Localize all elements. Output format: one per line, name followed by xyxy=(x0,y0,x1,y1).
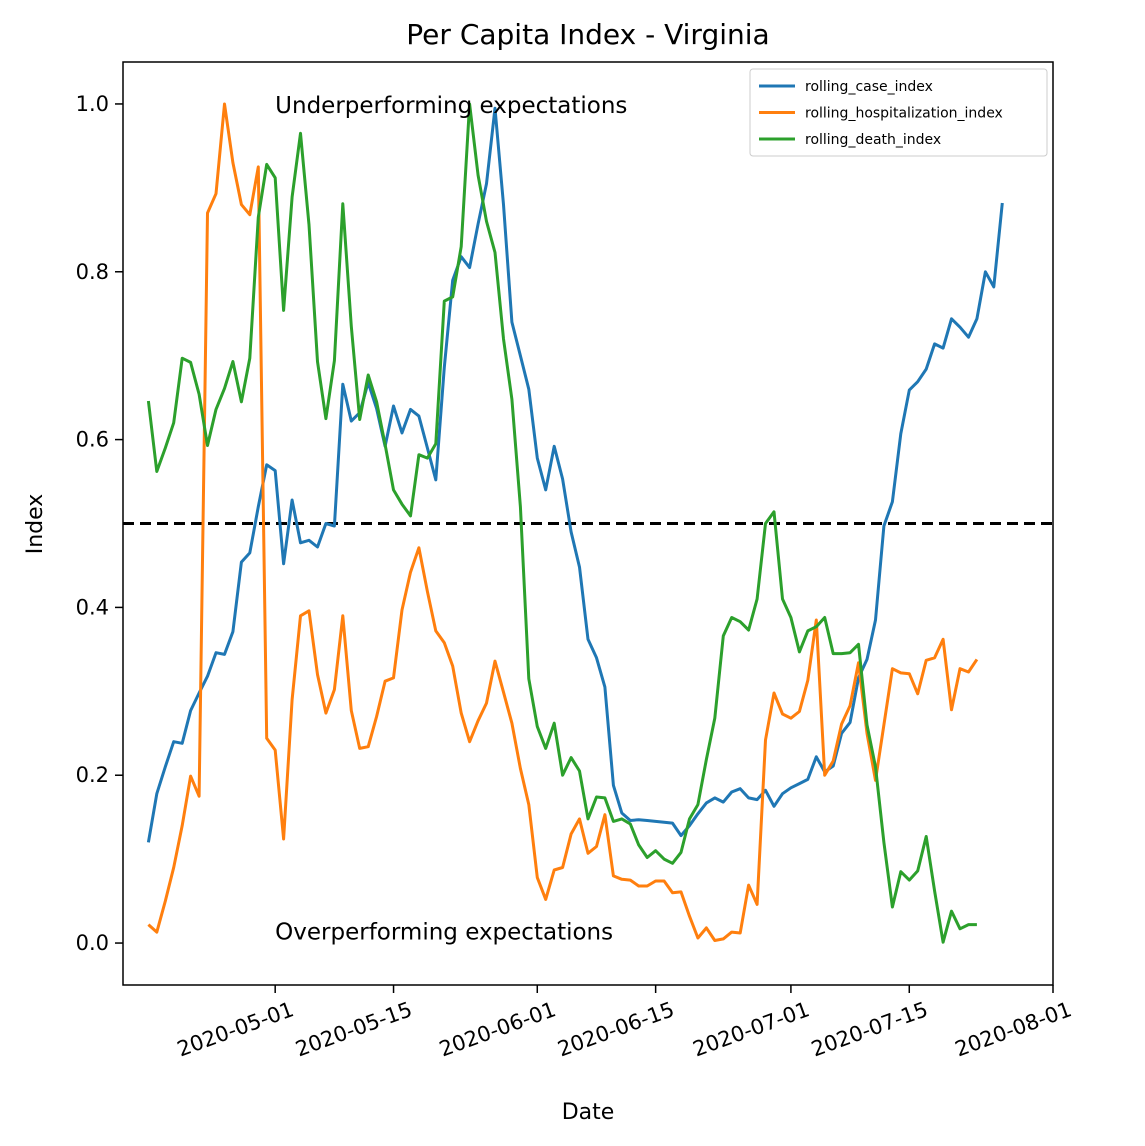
legend-label: rolling_hospitalization_index xyxy=(805,106,1003,122)
legend: rolling_case_index rolling_hospitalizatio… xyxy=(749,68,1048,157)
annotation-overperforming: Overperforming expectations xyxy=(275,919,613,945)
y-axis: 0.0 0.2 0.4 0.6 0.8 1.0 xyxy=(76,92,123,955)
y-tick-label: 0.2 xyxy=(76,763,109,787)
y-axis-label: Index xyxy=(23,494,48,555)
plot-area xyxy=(123,102,1053,944)
y-tick-label: 0.8 xyxy=(76,260,109,284)
legend-label: rolling_death_index xyxy=(805,132,941,148)
series-line-rolling-death-index xyxy=(146,102,977,944)
legend-label: rolling_case_index xyxy=(805,79,933,95)
plot-frame xyxy=(122,61,1054,986)
series-line-rolling-hospitalization-index xyxy=(147,102,979,942)
annotation-underperforming: Underperforming expectations xyxy=(275,93,627,119)
y-tick-label: 0.0 xyxy=(76,931,109,955)
y-tick-label: 1.0 xyxy=(76,92,109,116)
y-tick-label: 0.6 xyxy=(76,428,109,452)
legend-box xyxy=(749,68,1048,157)
annotations: Underperforming expectations Overperformi… xyxy=(275,93,627,946)
chart-title: Per Capita Index - Virginia xyxy=(406,18,769,51)
y-tick-label: 0.4 xyxy=(76,595,109,619)
x-axis-label: Date xyxy=(562,1100,615,1125)
